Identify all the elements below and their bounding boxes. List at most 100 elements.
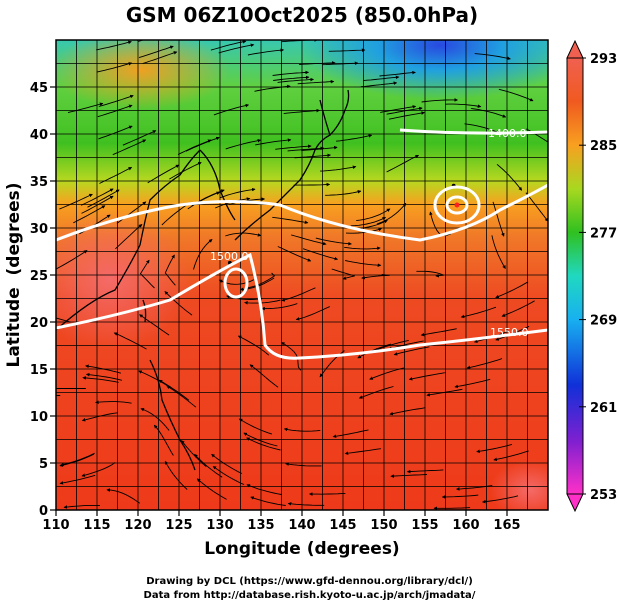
streamline <box>56 317 71 323</box>
streamline <box>273 75 310 81</box>
streamline <box>147 164 180 184</box>
y-tick-label: 0 <box>39 504 48 519</box>
streamline <box>325 190 362 196</box>
streamline <box>60 452 95 467</box>
x-tick-label: 120 <box>124 518 151 533</box>
y-tick-label: 35 <box>30 175 48 190</box>
streamline <box>246 437 281 451</box>
streamline <box>358 386 394 399</box>
streamline <box>454 378 491 389</box>
contour-line-1550 <box>56 252 548 360</box>
contour-label-1500: 1500.0 <box>210 250 249 263</box>
colorbar-top-arrow <box>566 39 584 59</box>
colorbar: 253 261 269 277 285 293 <box>566 39 617 513</box>
streamline <box>164 460 188 490</box>
streamline <box>164 254 176 286</box>
streamline <box>379 70 416 77</box>
contour-line-1400 <box>399 128 548 135</box>
x-tick-label: 160 <box>452 518 479 533</box>
streamline <box>501 300 535 317</box>
streamline <box>283 427 321 432</box>
china-coast <box>56 149 201 331</box>
streamline <box>460 306 497 319</box>
streamline <box>166 385 197 408</box>
streamline <box>408 372 445 381</box>
streamline <box>272 70 310 76</box>
streamlines <box>56 40 548 510</box>
streamline <box>344 448 381 456</box>
streamline <box>196 478 227 500</box>
streamline <box>161 202 191 226</box>
streamline <box>81 195 114 214</box>
x-axis-label: Longitude (degrees) <box>204 539 399 559</box>
grid-lines <box>56 40 548 510</box>
streamline <box>56 250 88 270</box>
streamline <box>360 81 398 88</box>
streamline <box>277 246 312 262</box>
streamline <box>97 104 133 118</box>
streamline <box>356 208 391 222</box>
streamline <box>498 88 534 102</box>
streamline <box>491 235 506 270</box>
streamline <box>193 239 213 270</box>
streamline <box>302 248 339 261</box>
streamline <box>139 259 155 289</box>
streamline <box>277 77 314 83</box>
streamline <box>225 232 262 237</box>
streamline <box>244 272 276 290</box>
streamline <box>328 48 366 52</box>
streamline <box>106 488 141 504</box>
streamline <box>153 424 174 456</box>
streamline <box>80 188 114 206</box>
x-tick-label: 140 <box>288 518 315 533</box>
streamline <box>455 485 493 491</box>
streamline <box>255 138 292 146</box>
streamline <box>99 166 133 184</box>
streamline <box>376 202 407 225</box>
streamline <box>140 408 170 431</box>
streamline <box>59 474 96 485</box>
x-tick-label: 135 <box>247 518 274 533</box>
cyclone-ring-inner <box>445 195 469 215</box>
streamline <box>525 192 548 222</box>
x-tick-label: 165 <box>493 518 520 533</box>
streamline <box>275 144 312 150</box>
streamline <box>112 139 147 156</box>
y-tick-label: 15 <box>30 363 48 378</box>
streamline <box>136 40 141 41</box>
streamline <box>331 268 355 280</box>
contour-label-1550: 1550.0 <box>490 326 529 339</box>
streamline <box>169 162 202 180</box>
streamline <box>85 372 123 381</box>
streamline <box>433 506 471 510</box>
streamline <box>244 299 281 305</box>
contours <box>56 128 548 360</box>
colorbar-ticks: 253 261 269 277 285 293 <box>579 52 617 503</box>
streamline <box>474 53 511 61</box>
streamline <box>272 216 309 225</box>
coastlines <box>56 89 350 471</box>
streamline <box>81 462 116 477</box>
colorbar-body <box>566 57 584 495</box>
streamline <box>249 364 279 388</box>
typhoon-ring <box>223 267 249 299</box>
streamline <box>293 182 331 187</box>
streamline <box>344 246 381 251</box>
streamline <box>386 154 420 173</box>
streamline <box>95 400 132 404</box>
streamline <box>369 367 405 380</box>
warm-region-southeast <box>490 460 548 510</box>
streamline <box>261 303 298 311</box>
y-axis: 0 5 10 15 20 25 30 35 40 45 <box>30 81 56 519</box>
streamline <box>138 370 171 389</box>
x-tick-label: 150 <box>370 518 397 533</box>
streamline <box>210 40 247 51</box>
streamline <box>492 201 505 237</box>
streamline <box>406 469 444 474</box>
streamline <box>238 418 273 435</box>
streamline <box>416 270 444 278</box>
streamline <box>332 429 369 439</box>
y-tick-label: 5 <box>39 457 48 472</box>
streamline <box>225 138 262 150</box>
